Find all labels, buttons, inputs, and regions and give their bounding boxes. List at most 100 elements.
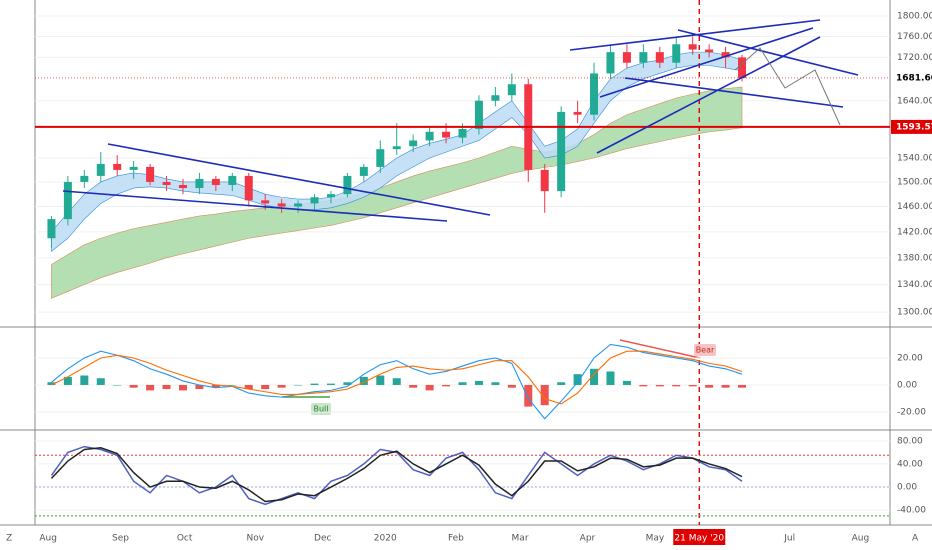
bear-label-box (694, 344, 716, 356)
histogram-bar (491, 382, 500, 385)
trendlines: Bear Bull (62, 19, 859, 415)
trendline (599, 27, 814, 98)
price-badge (891, 119, 932, 134)
candle-body (738, 57, 747, 78)
histogram-bar (409, 384, 418, 388)
y-tick-label: 1420.00 (897, 227, 932, 237)
indicator-line (50, 446, 743, 503)
y-tick-label: 0.00 (897, 483, 917, 493)
candle-body (47, 219, 56, 239)
histogram-bar (442, 384, 451, 387)
candle-body (261, 200, 270, 204)
histogram-bar (376, 375, 385, 385)
candle-body (310, 197, 319, 204)
histogram-bar (343, 382, 352, 385)
candle-body (392, 146, 401, 150)
histogram-bar (721, 384, 730, 388)
histogram-bar (244, 384, 253, 390)
y-tick-label: 1300.00 (897, 308, 932, 318)
histogram-bar (195, 384, 204, 390)
y-tick-label: 1720.00 (897, 53, 932, 63)
x-tick-label: May (646, 534, 665, 544)
candle-body (639, 52, 648, 63)
candle-body (178, 184, 187, 189)
candle-body (507, 84, 516, 96)
histogram-bar (47, 382, 56, 385)
y-tick-label: 1760.00 (897, 32, 932, 42)
histogram-bar (705, 384, 714, 388)
trendline (677, 29, 859, 76)
y-tick-label: 1540.00 (897, 154, 932, 164)
candle-body (491, 95, 500, 101)
histogram-bar (557, 382, 566, 385)
x-tick-label: Nov (247, 534, 265, 544)
candle-body (96, 163, 105, 176)
histogram-bar (359, 376, 368, 385)
x-tick-label: Apr (580, 534, 596, 544)
candle-body (721, 52, 730, 58)
trendline (62, 190, 448, 222)
x-tick-label: Aug (852, 534, 870, 544)
marker-label: 21 May '20 (674, 534, 724, 544)
y-tick-label: 1380.00 (897, 253, 932, 263)
candle-body (425, 131, 434, 141)
x-tick-label: Dec (314, 534, 331, 544)
price-panel: 1800.00 1760.00 1720.00 1640.00 1540.00 1500.… (35, 0, 932, 545)
trendline (107, 143, 491, 216)
histogram-bar (162, 384, 171, 390)
candle-body (688, 44, 697, 50)
histogram-bar (80, 375, 89, 385)
y-tick-label: 1800.00 (897, 12, 932, 22)
candle-body (622, 52, 631, 63)
candle-body (606, 52, 615, 74)
candle-body (376, 149, 385, 167)
histogram-bar (261, 384, 270, 390)
bear-label: Bear (696, 346, 715, 355)
histogram-bar (688, 384, 697, 387)
corner-label: A (912, 534, 919, 544)
y-tick-label: 20.00 (897, 353, 923, 363)
histogram-bar (507, 384, 516, 388)
candle-body (458, 128, 467, 138)
candle-body (113, 163, 122, 170)
y-tick-label: 40.00 (897, 459, 923, 469)
y-tick-label: -40.00 (897, 506, 926, 516)
candle-body (540, 169, 549, 192)
histogram-bar (524, 384, 533, 407)
y-tick-label: 1500.00 (897, 177, 932, 187)
indicator-line (51, 343, 743, 420)
candle-body (244, 175, 253, 201)
x-tick-label: Aug (39, 534, 57, 544)
x-tick-label: Sep (112, 534, 129, 544)
candle-body (162, 181, 171, 185)
candle-body (557, 111, 566, 192)
histogram-bar (310, 383, 319, 385)
candle-body (228, 175, 237, 185)
y-tick-label: 80.00 (897, 436, 923, 446)
histogram-bar (228, 384, 237, 386)
candle-body (672, 44, 681, 63)
histogram-bar (146, 384, 155, 391)
histogram-bar (474, 380, 483, 385)
candle-body (195, 178, 204, 189)
candle-body (211, 178, 220, 185)
candle-body (80, 175, 89, 182)
trendline (624, 77, 844, 108)
histogram-bar (178, 384, 187, 391)
price-badge-label: 1681.60 (896, 73, 932, 83)
candle-body (343, 175, 352, 195)
candle-body (294, 203, 303, 207)
histogram-bar (540, 384, 549, 406)
histogram-bar (211, 384, 220, 388)
x-tick-label: Jul (783, 534, 795, 544)
histogram-bar (294, 384, 303, 386)
candle-body (359, 166, 368, 176)
price-badge-label: 1593.57 (896, 122, 932, 132)
histogram-bar (113, 384, 122, 386)
projection (734, 47, 841, 126)
candle-body (442, 131, 451, 138)
histogram-bar (639, 384, 648, 387)
price-badge (891, 70, 932, 85)
